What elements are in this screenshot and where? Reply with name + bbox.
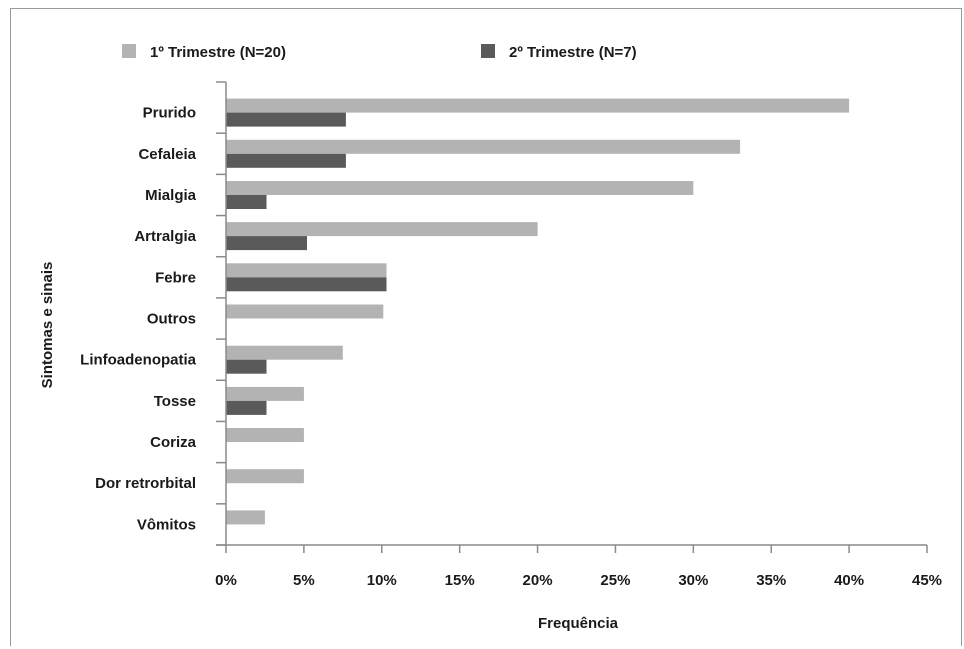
bar-2-tosse — [226, 400, 267, 415]
bar-2-febre — [226, 277, 387, 292]
legend-label-2: 2º Trimestre (N=7) — [509, 44, 637, 61]
bar-1-febre — [226, 263, 387, 278]
bar-1-mialgia — [226, 181, 694, 195]
x-tick-label: 0% — [215, 572, 237, 589]
x-tick-label: 15% — [445, 572, 475, 589]
category-label: Dor retrorbital — [95, 475, 196, 492]
bar-1-tosse — [226, 386, 304, 401]
bar-2-cefaleia — [226, 153, 346, 168]
legend-label-1: 1º Trimestre (N=20) — [150, 44, 286, 61]
legend: 1º Trimestre (N=20) 2º Trimestre (N=7) — [122, 44, 637, 61]
bar-1-outros — [226, 304, 384, 319]
bar-2-artralgia — [226, 236, 307, 251]
x-tick-label: 30% — [678, 572, 708, 589]
x-tick-label: 25% — [600, 572, 630, 589]
bar-1-linfoadenopatia — [226, 345, 343, 360]
x-tick-label: 20% — [523, 572, 553, 589]
bar-2-linfoadenopatia — [226, 359, 267, 374]
category-label: Linfoadenopatia — [80, 352, 196, 369]
legend-swatch-2 — [481, 44, 495, 58]
category-label: Coriza — [150, 434, 197, 451]
x-axis-title: Frequência — [538, 615, 619, 632]
labels-group: Prurido Cefaleia Mialgia Artralgia Febre Outr… — [39, 105, 942, 632]
category-label: Vômitos — [137, 516, 196, 533]
category-label: Outros — [147, 311, 196, 328]
category-label: Prurido — [143, 105, 196, 122]
bar-1-dor-retrorbital — [226, 469, 304, 484]
bar-1-prurido — [226, 98, 850, 113]
x-tick-label: 5% — [293, 572, 315, 589]
x-tick-label: 45% — [912, 572, 942, 589]
bar-1-v-mitos — [226, 510, 265, 525]
bar-1-cefaleia — [226, 139, 741, 154]
bar-2-mialgia — [226, 195, 267, 209]
category-label: Artralgia — [134, 228, 196, 245]
chart-frame — [10, 8, 962, 646]
x-tick-label: 35% — [756, 572, 786, 589]
category-label: Tosse — [154, 393, 196, 410]
bars-group — [226, 98, 850, 525]
bar-1-coriza — [226, 428, 304, 442]
category-label: Mialgia — [145, 187, 197, 204]
legend-swatch-1 — [122, 44, 136, 58]
x-tick-label: 40% — [834, 572, 864, 589]
category-label: Cefaleia — [138, 146, 196, 163]
category-label: Febre — [155, 269, 196, 286]
bar-1-artralgia — [226, 222, 538, 237]
axes-group — [216, 81, 928, 553]
x-tick-label: 10% — [367, 572, 397, 589]
y-axis-title: Sintomas e sinais — [39, 262, 56, 389]
bar-2-prurido — [226, 112, 346, 127]
